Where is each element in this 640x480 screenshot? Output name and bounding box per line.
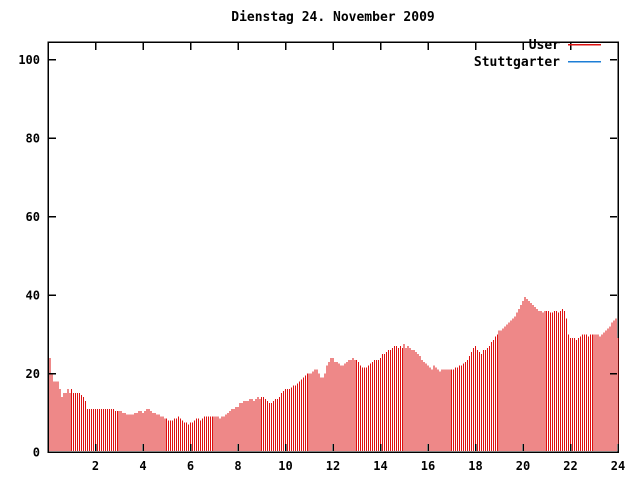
chart-title: Dienstag 24. November 2009 xyxy=(231,10,435,25)
legend-entry-stuttgarter: Stuttgarter xyxy=(474,55,601,70)
x-tick-label: 10 xyxy=(278,459,292,473)
y-tick-label: 60 xyxy=(26,210,40,224)
y-tick-label: 80 xyxy=(26,132,40,146)
user-series-impulses xyxy=(49,297,619,451)
plot-border xyxy=(47,41,619,453)
y-tick-label: 40 xyxy=(26,289,40,303)
x-tick-label: 24 xyxy=(611,459,625,473)
legend: User Stuttgarter xyxy=(474,38,601,70)
x-tick-label: 22 xyxy=(563,459,577,473)
y-tick-label: 20 xyxy=(26,367,40,381)
y-tick-label: 0 xyxy=(33,446,40,460)
x-tick-label: 4 xyxy=(139,459,146,473)
x-tick-label: 2 xyxy=(92,459,99,473)
x-tick-label: 6 xyxy=(187,459,194,473)
y-tick-label: 100 xyxy=(18,53,40,67)
x-tick-label: 20 xyxy=(516,459,530,473)
legend-label-stuttgarter: Stuttgarter xyxy=(474,55,560,70)
x-tick-label: 16 xyxy=(421,459,435,473)
x-tick-label: 8 xyxy=(234,459,241,473)
x-tick-label: 12 xyxy=(326,459,340,473)
x-tick-label: 14 xyxy=(373,459,387,473)
x-tick-label: 18 xyxy=(468,459,482,473)
legend-entry-user: User xyxy=(529,38,601,53)
legend-label-user: User xyxy=(529,38,560,53)
